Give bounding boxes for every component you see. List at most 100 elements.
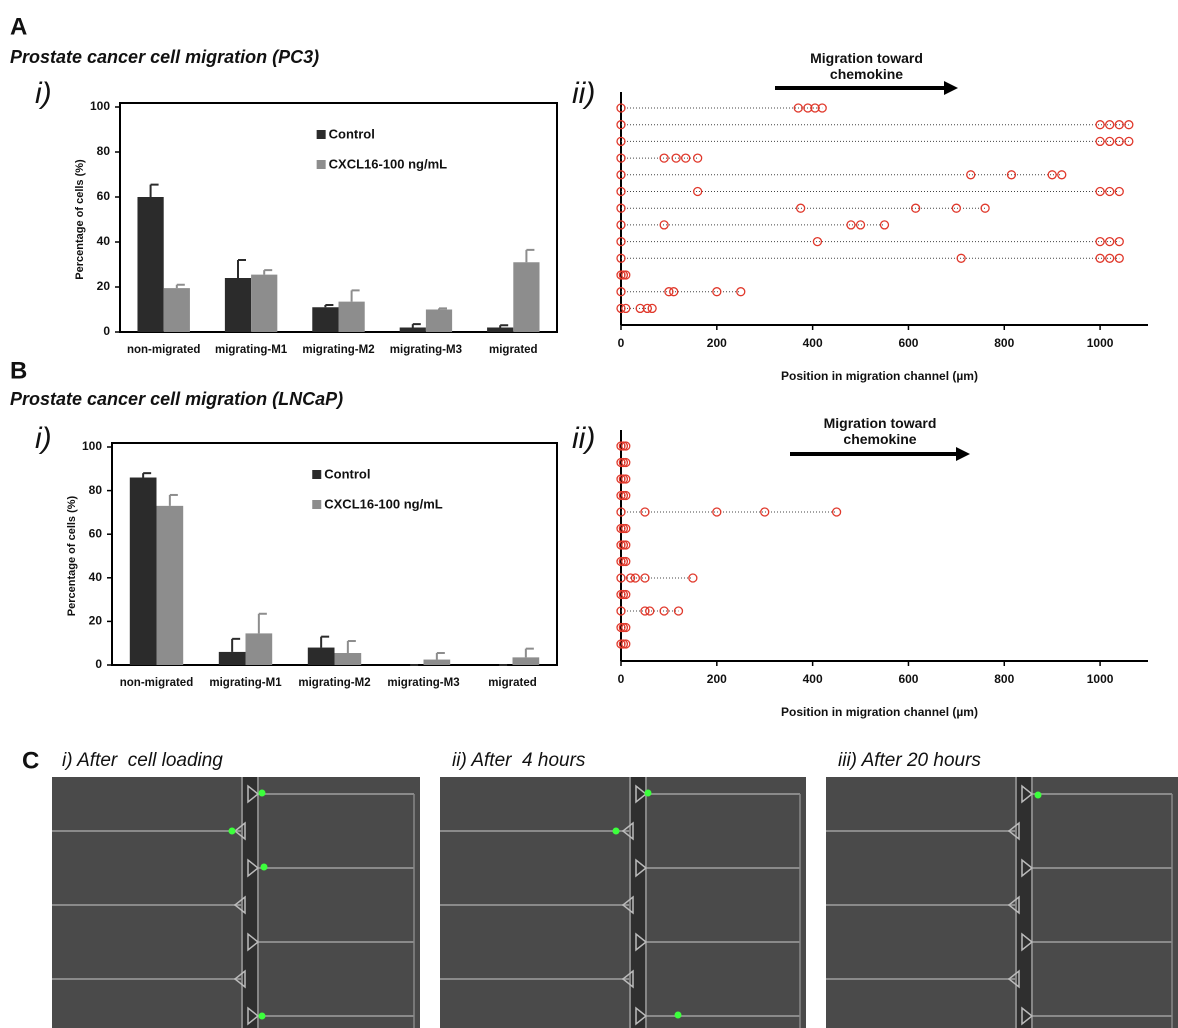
cell-position: [616, 606, 626, 616]
fluorescent-cell: [260, 863, 268, 871]
annotation: Migration toward chemokine: [823, 415, 937, 447]
cell-position: [616, 589, 626, 600]
fluorescent-cell: [258, 1012, 266, 1020]
cell-position: [1124, 136, 1134, 147]
y-tick-label: 100: [82, 439, 102, 453]
legend-label: CXCL16-100 ng/mL: [329, 156, 448, 171]
y-tick-label: 40: [89, 570, 103, 584]
fluorescent-cell: [612, 827, 620, 835]
x-tick-label: 0: [618, 336, 625, 350]
cell-position: [817, 103, 827, 113]
bar: [399, 327, 426, 332]
cell-position: [616, 220, 626, 230]
cell-position: [831, 507, 842, 517]
bar: [251, 274, 278, 332]
cell-position: [635, 303, 645, 314]
cell-position: [616, 474, 626, 484]
x-tick-label: migrating-M1: [209, 677, 282, 689]
cell-position: [669, 287, 679, 297]
x-axis-label: Position in migration channel (µm): [781, 369, 978, 383]
subpanel-label: i): [35, 422, 52, 455]
cell-position: [1095, 120, 1105, 130]
bar: [487, 327, 514, 332]
cell-position: [621, 303, 631, 314]
x-tick-label: non-migrated: [120, 677, 193, 689]
cell-position: [712, 507, 722, 517]
cell-position: [642, 303, 652, 314]
cell-position: [879, 220, 890, 230]
cell-position: [625, 573, 636, 583]
cell-position: [1006, 170, 1017, 180]
cell-position: [693, 153, 703, 163]
cell-position: [616, 507, 626, 517]
cell-position: [616, 622, 626, 633]
cell-position: [640, 606, 650, 616]
cell-position: [810, 103, 820, 113]
legend-label: CXCL16-100 ng/mL: [324, 496, 443, 511]
cell-position: [616, 573, 626, 583]
y-tick-label: 80: [89, 483, 103, 497]
cell-position: [1124, 120, 1134, 130]
channel-valve: [247, 932, 260, 952]
cell-position: [673, 606, 684, 616]
cell-position: [618, 523, 629, 534]
cell-position: [616, 303, 626, 314]
cell-position: [618, 490, 629, 501]
bar: [423, 659, 451, 665]
cell-position: [1095, 236, 1105, 247]
channel-valve: [635, 858, 648, 878]
cell-position: [616, 203, 626, 213]
channel-valve: [1007, 821, 1020, 841]
image-caption: ii) After 4 hours: [452, 750, 586, 771]
cell-position: [1095, 186, 1105, 197]
cell-position: [812, 236, 823, 247]
x-tick-label: 600: [898, 336, 918, 350]
cell-position: [1057, 170, 1067, 180]
bar: [307, 647, 335, 665]
cell-position: [664, 287, 674, 297]
panel-letter: C: [22, 747, 39, 774]
cell-position: [1114, 236, 1124, 247]
cell-position: [616, 457, 626, 468]
micrograph: [52, 777, 420, 1028]
cell-position: [640, 507, 650, 517]
cell-position: [659, 220, 669, 230]
channel-valve: [1007, 969, 1020, 989]
arrow-head: [956, 447, 970, 461]
x-tick-label: 1000: [1087, 672, 1114, 686]
subpanel-label: ii): [572, 422, 595, 455]
cell-position: [793, 103, 803, 113]
channel-main: [243, 777, 257, 1028]
fluorescent-cell: [1034, 791, 1042, 799]
y-tick-label: 20: [89, 614, 103, 628]
cell-position: [980, 203, 990, 213]
cell-position: [910, 203, 921, 213]
micrograph: [440, 777, 806, 1028]
cell-position: [621, 523, 631, 534]
x-tick-label: 1000: [1087, 336, 1114, 350]
cell-position: [846, 220, 856, 230]
x-axis-label: Position in migration channel (µm): [781, 705, 978, 719]
cell-position: [736, 287, 746, 297]
y-tick-label: 60: [89, 526, 103, 540]
cell-position: [616, 490, 626, 501]
bar: [163, 288, 190, 332]
cell-position: [855, 220, 866, 230]
cell-position: [616, 639, 626, 649]
cell-position: [621, 474, 631, 484]
annotation-box: Migration toward chemokine: [823, 415, 937, 447]
x-tick-label: 200: [707, 672, 727, 686]
channel-valve: [1021, 1006, 1034, 1026]
channel-valve: [1021, 858, 1034, 878]
arrow-head: [944, 81, 958, 95]
y-tick-label: 40: [97, 234, 111, 248]
x-tick-label: 200: [707, 336, 727, 350]
cell-position: [621, 490, 631, 501]
cell-position: [956, 253, 966, 263]
cell-position: [951, 203, 962, 213]
cell-position: [966, 170, 976, 180]
cell-position: [640, 573, 650, 583]
bar: [245, 633, 273, 665]
bar: [156, 505, 184, 665]
cell-position: [688, 573, 698, 583]
